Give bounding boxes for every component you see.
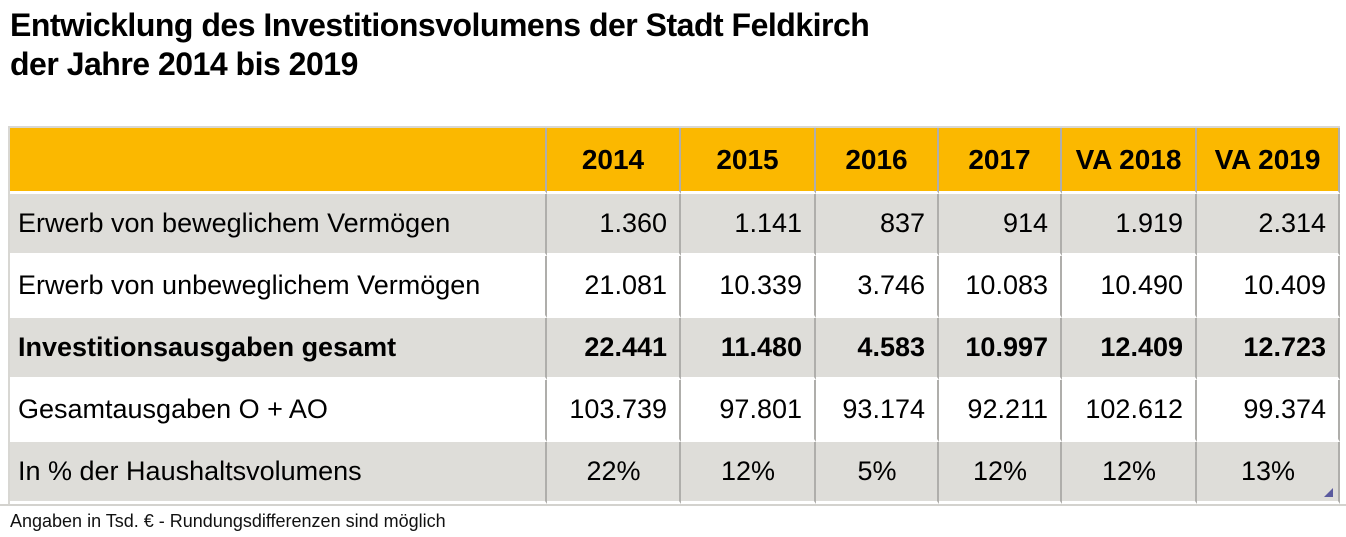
- value-cell: 12.409: [1062, 318, 1197, 381]
- value-cell: 12.723: [1197, 318, 1340, 381]
- header-row: 2014 2015 2016 2017 VA 2018 VA 2019: [10, 128, 1340, 195]
- table-bottom-rule: [0, 504, 1346, 507]
- value-cell: 2.314: [1197, 194, 1340, 257]
- value-cell: 914: [939, 194, 1062, 257]
- value-cell: 10.490: [1062, 256, 1197, 319]
- value-cell: 93.174: [816, 380, 939, 443]
- row-label: Erwerb von beweglichem Vermögen: [10, 194, 547, 257]
- value-cell: 3.746: [816, 256, 939, 319]
- table-row-investitionsausgaben-gesamt: Investitionsausgaben gesamt 22.441 11.48…: [10, 318, 1340, 381]
- value-cell: 5%: [816, 442, 939, 505]
- row-label: Gesamtausgaben O + AO: [10, 380, 547, 443]
- page-title: Entwicklung des Investitionsvolumens der…: [10, 6, 1338, 84]
- investment-table: 2014 2015 2016 2017 VA 2018 VA 2019 Erwe…: [8, 126, 1340, 505]
- value-cell: 103.739: [547, 380, 681, 443]
- header-cell-2015: 2015: [681, 128, 816, 195]
- value-cell: 12%: [939, 442, 1062, 505]
- value-cell: 22.441: [547, 318, 681, 381]
- header-cell-va2019: VA 2019: [1197, 128, 1340, 195]
- value-cell: 1.919: [1062, 194, 1197, 257]
- value-cell: 97.801: [681, 380, 816, 443]
- table-row-gesamtausgaben: Gesamtausgaben O + AO 103.739 97.801 93.…: [10, 380, 1340, 443]
- row-label: Investitionsausgaben gesamt: [10, 318, 547, 381]
- value-cell: 1.141: [681, 194, 816, 257]
- header-cell-2017: 2017: [939, 128, 1062, 195]
- value-cell: 21.081: [547, 256, 681, 319]
- page-title-line1: Entwicklung des Investitionsvolumens der…: [10, 7, 870, 43]
- footnote: Angaben in Tsd. € - Rundungsdifferenzen …: [10, 511, 446, 532]
- investment-table-wrap: 2014 2015 2016 2017 VA 2018 VA 2019 Erwe…: [8, 126, 1340, 505]
- header-cell-empty: [10, 128, 547, 195]
- value-cell: 4.583: [816, 318, 939, 381]
- table-row-prozent-haushaltsvolumen: In % der Haushaltsvolumens 22% 12% 5% 12…: [10, 442, 1340, 505]
- row-label: Erwerb von unbeweglichem Vermögen: [10, 256, 547, 319]
- header-cell-va2018: VA 2018: [1062, 128, 1197, 195]
- value-cell: 10.339: [681, 256, 816, 319]
- header-cell-2016: 2016: [816, 128, 939, 195]
- value-cell: 22%: [547, 442, 681, 505]
- value-cell: 11.480: [681, 318, 816, 381]
- value-cell: 10.997: [939, 318, 1062, 381]
- table-row-bewegliches-vermoegen: Erwerb von beweglichem Vermögen 1.360 1.…: [10, 194, 1340, 257]
- value-cell: 1.360: [547, 194, 681, 257]
- header-cell-2014: 2014: [547, 128, 681, 195]
- row-label: In % der Haushaltsvolumens: [10, 442, 547, 505]
- table-row-unbewegliches-vermoegen: Erwerb von unbeweglichem Vermögen 21.081…: [10, 256, 1340, 319]
- value-cell: 12%: [1062, 442, 1197, 505]
- value-cell: 837: [816, 194, 939, 257]
- resize-handle-icon: [1324, 488, 1333, 498]
- value-cell: 10.409: [1197, 256, 1340, 319]
- value-cell: 102.612: [1062, 380, 1197, 443]
- value-cell: 92.211: [939, 380, 1062, 443]
- value-cell: 12%: [681, 442, 816, 505]
- value-cell: 13%: [1197, 442, 1340, 505]
- value-cell: 10.083: [939, 256, 1062, 319]
- page-title-line2: der Jahre 2014 bis 2019: [10, 46, 358, 83]
- value-cell: 99.374: [1197, 380, 1340, 443]
